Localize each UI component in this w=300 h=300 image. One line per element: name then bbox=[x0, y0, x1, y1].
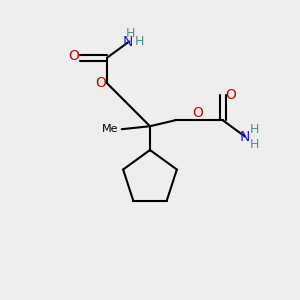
Text: O: O bbox=[95, 76, 106, 90]
Text: O: O bbox=[225, 88, 236, 102]
Text: Me: Me bbox=[102, 124, 119, 134]
Text: N: N bbox=[122, 34, 133, 49]
Text: O: O bbox=[68, 50, 79, 63]
Text: O: O bbox=[192, 106, 203, 120]
Text: H: H bbox=[249, 123, 259, 136]
Text: H: H bbox=[126, 27, 135, 40]
Text: H: H bbox=[249, 138, 259, 151]
Text: H: H bbox=[135, 35, 144, 48]
Text: N: N bbox=[240, 130, 250, 144]
